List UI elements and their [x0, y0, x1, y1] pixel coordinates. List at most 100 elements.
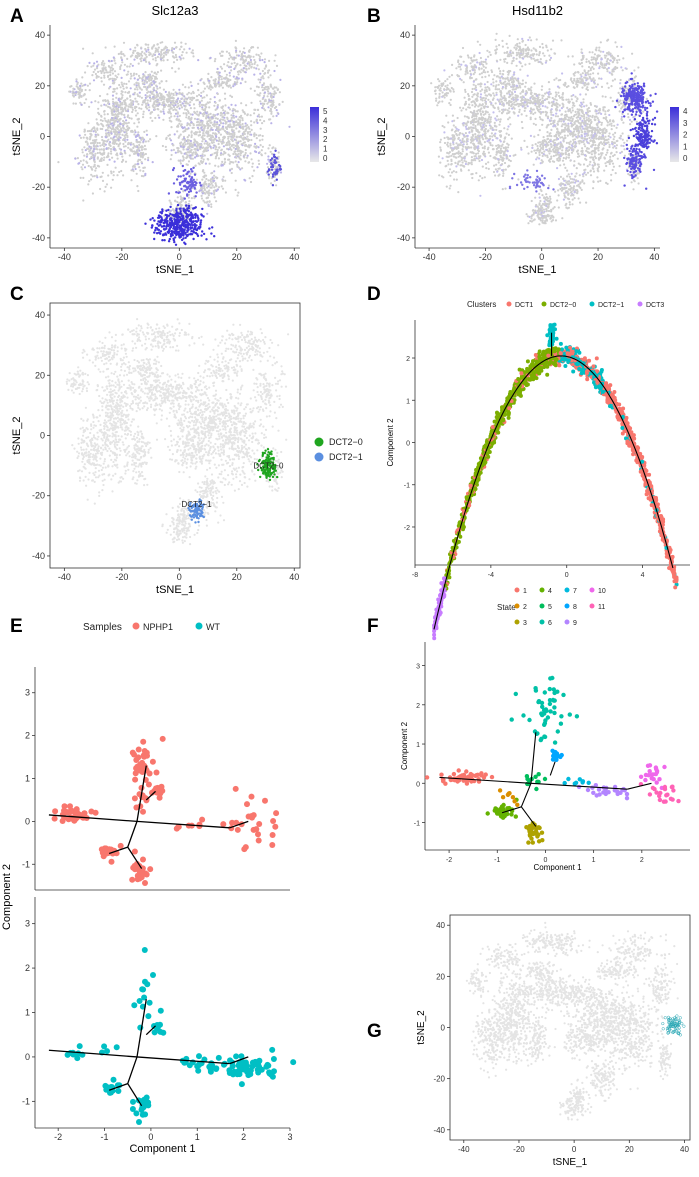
panel-a-cell-point: [172, 108, 175, 112]
panel-a-cell-point: [193, 117, 197, 120]
panel-b-cell-point: [439, 138, 442, 141]
panel-a-cell-point: [137, 53, 140, 56]
panel-a-cell-point: [114, 62, 117, 65]
panel-a-cell-point: [179, 120, 182, 123]
panel-a-cell-point: [196, 141, 199, 144]
panel-a-cell-point: [176, 200, 179, 204]
panel-a-cell-point: [257, 68, 260, 71]
panel-a-cell-point: [140, 145, 143, 148]
panel-a-cell-point: [96, 122, 99, 125]
panel-b-cell-point: [558, 118, 561, 121]
panel-a-cell-point: [96, 164, 99, 167]
panel-a-cell-point: [206, 212, 209, 215]
panel-a-cell-point: [102, 83, 106, 86]
panel-a-cell-point: [88, 180, 91, 183]
panel-a-cell-point: [163, 52, 166, 55]
panel-b-cell-point: [521, 105, 524, 108]
panel-b-cell-point: [470, 161, 473, 164]
panel-b-cell-point: [504, 147, 507, 150]
panel-b-cell-point: [472, 83, 475, 86]
panel-a-cell-point: [239, 168, 242, 171]
panel-a-cell-point: [195, 95, 199, 98]
panel-a-cell-point: [188, 47, 191, 50]
panel-a-cell-point: [134, 109, 137, 112]
panel-b-cell-point: [483, 99, 487, 102]
panel-a-colorbar-tick: 5: [323, 107, 328, 116]
panel-a-cell-point: [100, 135, 104, 139]
panel-a-cell-point: [210, 141, 213, 144]
panel-b-cell-point: [502, 174, 505, 177]
panel-a-cell-point: [183, 141, 186, 144]
panel-b-cell-point: [568, 132, 572, 135]
panel-a-cell-point: [228, 71, 231, 74]
panel-b-cell-point: [555, 112, 558, 115]
panel-a-cell-point: [133, 83, 136, 86]
panel-a-cell-point: [95, 138, 98, 141]
panel-a-cell-point: [137, 162, 140, 165]
panel-a-high-point: [191, 216, 195, 220]
panel-b-cell-point: [541, 97, 544, 100]
panel-a-cell-point: [183, 152, 186, 155]
panel-a-cell-point: [124, 91, 127, 94]
panel-b-cell-point: [465, 153, 468, 156]
panel-b-cell-point: [478, 159, 481, 163]
panel-a-cell-point: [100, 71, 103, 75]
panel-a-cell-point: [94, 169, 97, 172]
panel-a-cell-point: [110, 132, 113, 135]
panel-a-cell-point: [119, 142, 122, 145]
panel-a-cell-point: [93, 163, 96, 166]
panel-a-cell-point: [163, 112, 166, 115]
panel-a-high-point: [210, 232, 213, 235]
panel-a-cell-point: [156, 93, 159, 96]
panel-b-cell-point: [541, 85, 544, 88]
panel-a-cell-point: [243, 112, 247, 115]
panel-a-cell-point: [240, 114, 243, 117]
panel-b-cell-point: [457, 191, 460, 194]
panel-a-cell-point: [170, 153, 173, 157]
panel-a-cell-point: [165, 53, 168, 56]
panel-b-cell-point: [448, 168, 452, 171]
panel-b-cell-point: [550, 116, 553, 120]
panel-b-cell-point: [538, 129, 541, 132]
panel-a-cell-point: [214, 82, 217, 85]
panel-a-cell-point: [157, 46, 160, 49]
panel-a-cell-point: [195, 124, 198, 127]
panel-a-cell-point: [114, 101, 118, 104]
panel-a-cell-point: [227, 61, 230, 64]
panel-b-cell-point: [487, 146, 490, 149]
panel-a-cell-point: [137, 121, 140, 124]
panel-a-cell-point: [102, 125, 105, 128]
panel-a-cell-point: [224, 104, 227, 107]
panel-a-cell-point: [172, 61, 176, 64]
panel-b-cell-point: [466, 115, 469, 118]
panel-b-cell-point: [550, 108, 553, 111]
panel-a-cell-point: [138, 95, 141, 98]
panel-a-cell-point: [173, 115, 176, 118]
panel-a-cell-point: [244, 125, 247, 128]
panel-a-mid-point: [178, 191, 181, 194]
panel-a-cell-point: [169, 99, 172, 102]
panel-a-cell-point: [196, 110, 199, 113]
panel-b-cell-point: [565, 98, 568, 101]
panel-a-cell-point: [191, 113, 194, 116]
panel-a-colorbar-tick: 0: [323, 154, 328, 163]
panel-a-cell-point: [137, 131, 140, 134]
panel-b-cell-point: [544, 105, 547, 108]
panel-a-cell-point: [216, 92, 219, 96]
panel-a-cell-point: [137, 82, 140, 85]
panel-a-cell-point: [207, 113, 210, 116]
panel-a-high-point: [154, 226, 157, 230]
panel-a-cell-point: [105, 140, 108, 143]
panel-a-cell-point: [135, 73, 138, 76]
panel-a-mid-point: [183, 197, 186, 200]
panel-a-high-point: [167, 230, 171, 234]
panel-a-cell-point: [162, 108, 165, 111]
panel-a-cell-point: [105, 136, 108, 139]
panel-a-cell-point: [209, 186, 212, 189]
panel-a-cell-point: [134, 163, 137, 166]
panel-b-cell-point: [471, 176, 474, 180]
panel-a-mid-point: [272, 155, 276, 158]
panel-a-high-point: [191, 224, 194, 227]
panel-a-cell-point: [247, 67, 251, 70]
panel-a-cell-point: [170, 115, 173, 118]
